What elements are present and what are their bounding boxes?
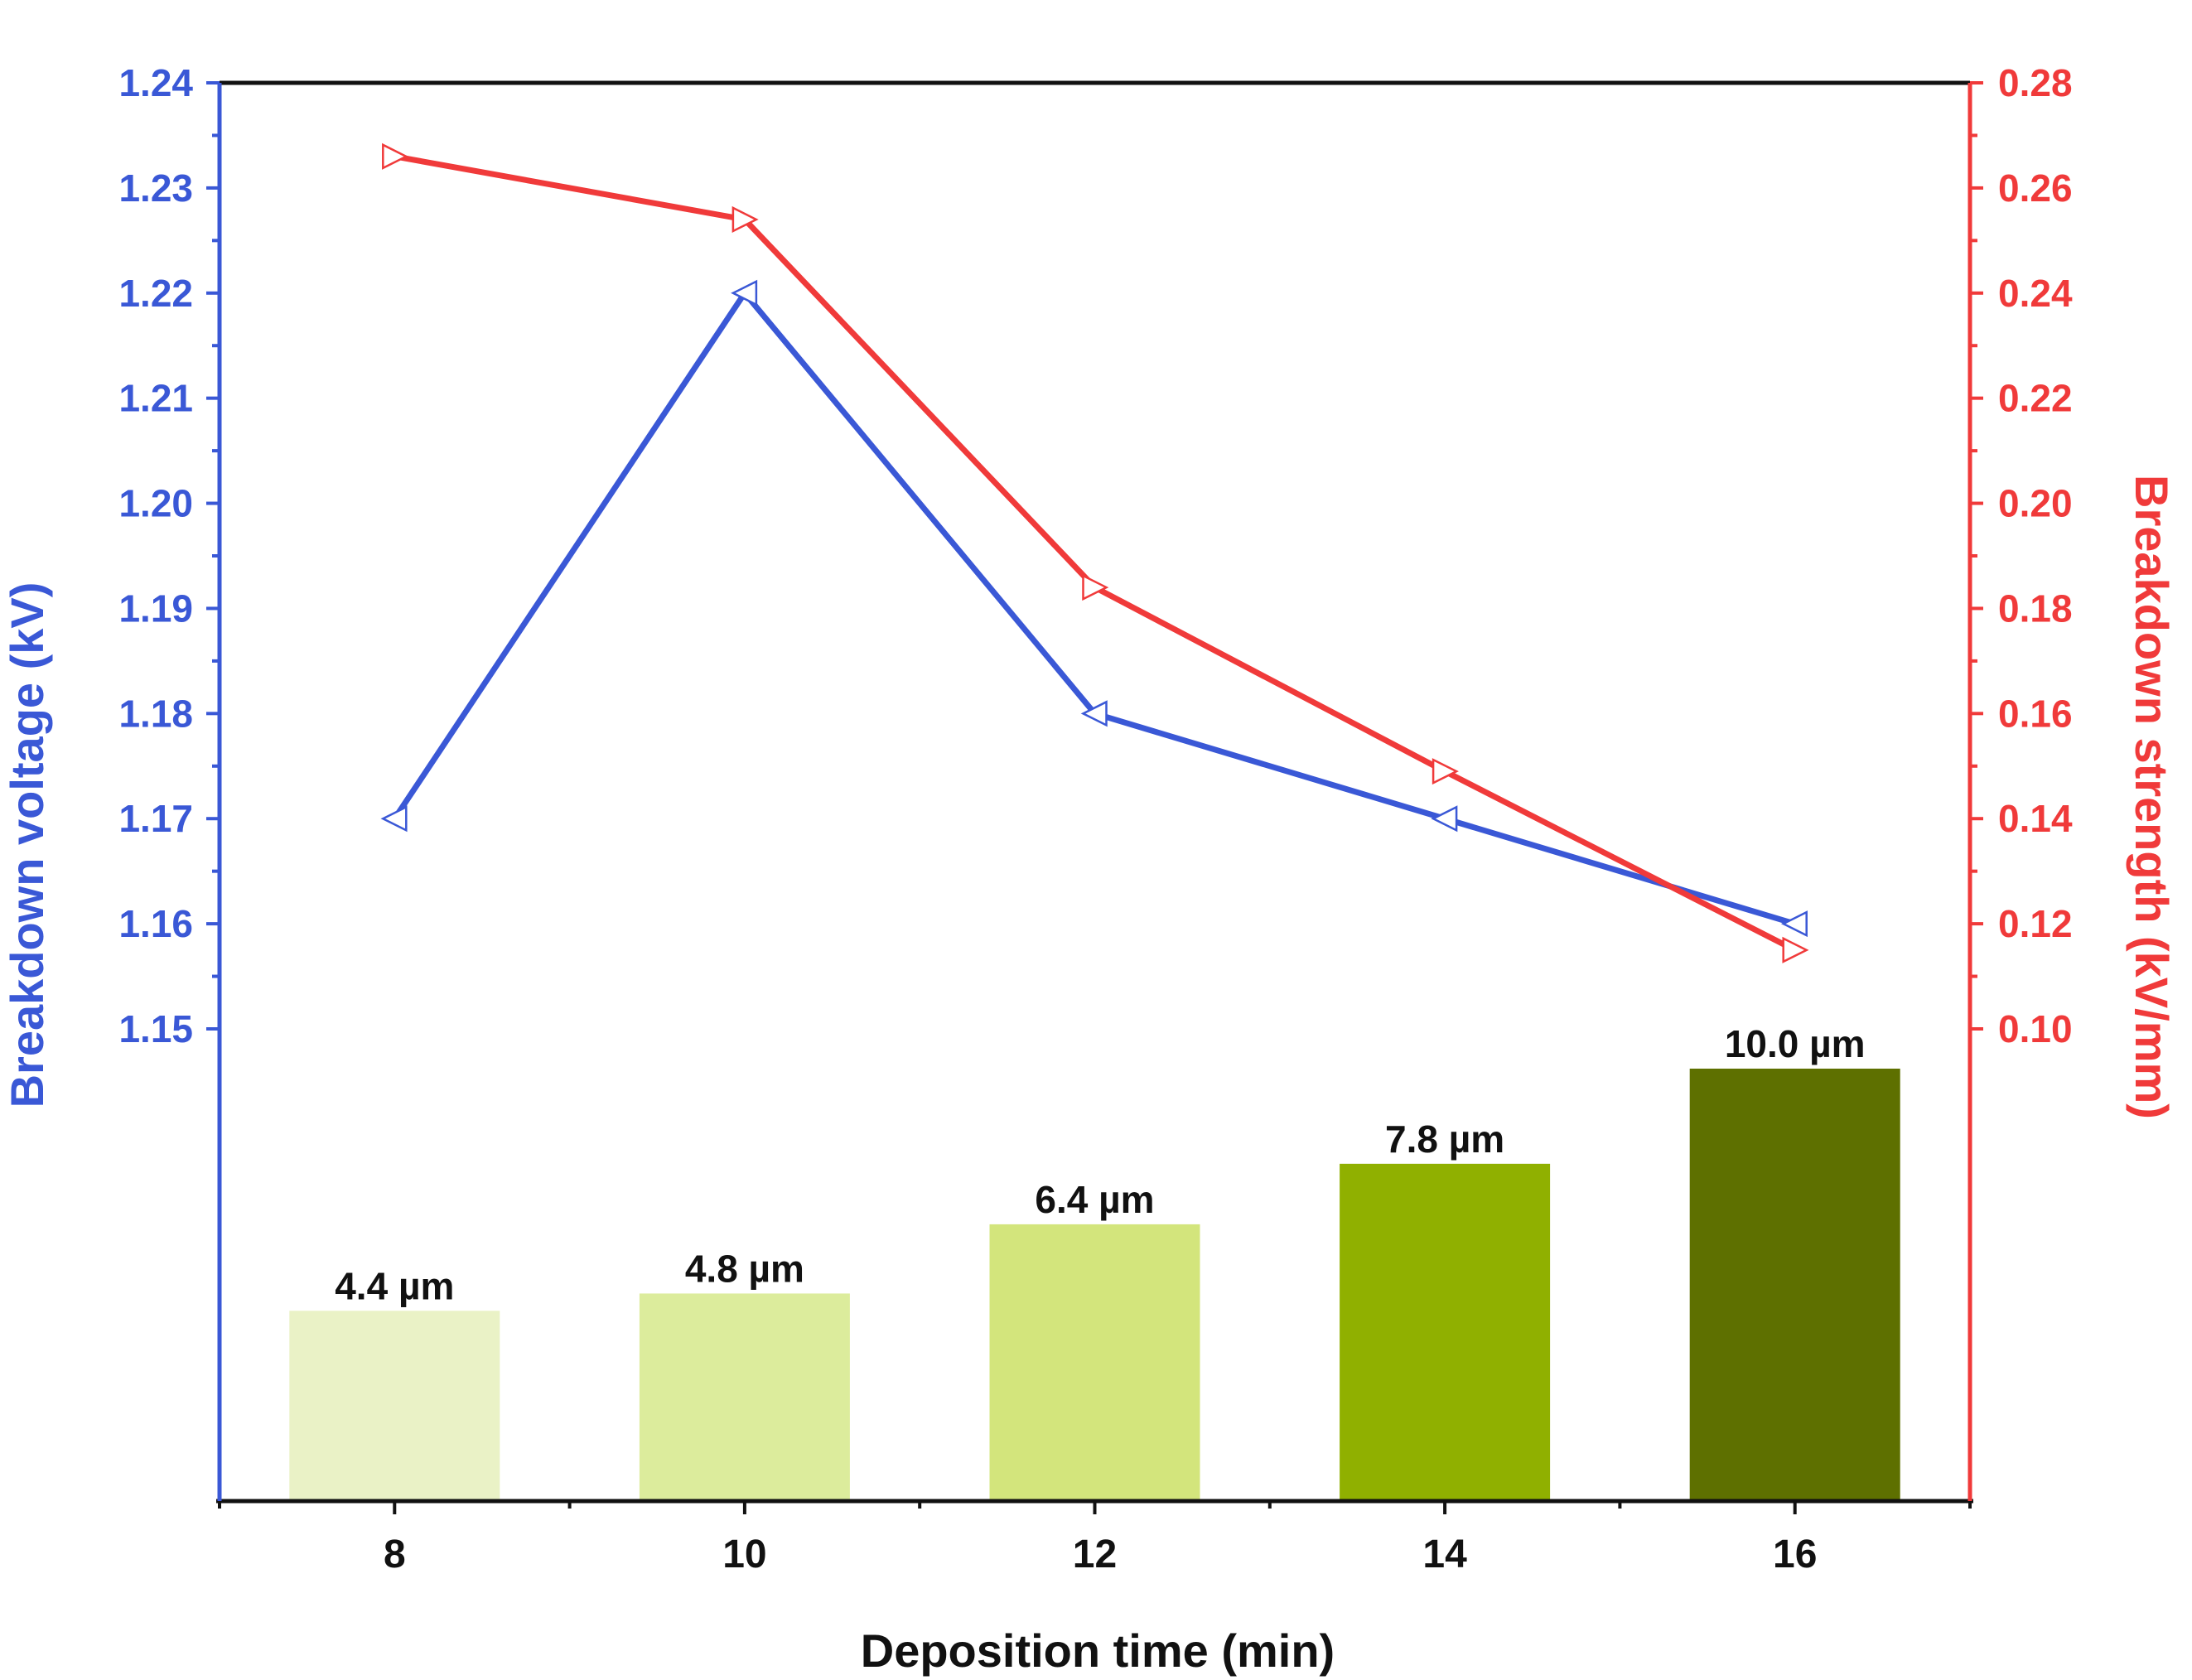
left-tick-label: 1.24 — [118, 61, 193, 104]
left-tick-label: 1.22 — [118, 272, 193, 315]
marker-breakdown-strength-14 — [1432, 758, 1459, 785]
right-tick-label: 0.18 — [1998, 587, 2073, 630]
x-tick-label: 16 — [1773, 1533, 1817, 1576]
marker-breakdown-voltage-14 — [1431, 805, 1458, 833]
marker-breakdown-voltage-8 — [380, 805, 408, 833]
right-tick-label: 0.28 — [1998, 61, 2073, 104]
left-tick-label: 1.20 — [118, 482, 193, 525]
lines-layer — [380, 142, 1809, 963]
right-tick-label: 0.22 — [1998, 377, 2073, 420]
left-tick-label: 1.15 — [118, 1007, 193, 1050]
marker-breakdown-voltage-16 — [1780, 910, 1808, 938]
marker-breakdown-voltage-12 — [1080, 700, 1108, 727]
left-tick-label: 1.16 — [118, 902, 193, 945]
ticks-layer: 1.15 1.16 1.17 1.18 1.19 1.20 1.21 1.22 1.23 1.24… — [118, 61, 2072, 1576]
x-tick-label: 14 — [1422, 1533, 1467, 1576]
left-tick-label: 1.19 — [118, 587, 193, 630]
bar-12 — [989, 1224, 1200, 1501]
left-tick-label: 1.21 — [118, 377, 193, 420]
bar-10 — [639, 1293, 850, 1501]
x-tick-label: 12 — [1073, 1533, 1117, 1576]
bar-labels-layer: 4.4 µm 4.8 µm 6.4 µm 7.8 µm 10.0 µm — [335, 1022, 1865, 1307]
right-tick-label: 0.10 — [1998, 1007, 2073, 1050]
x-axis-title: Deposition time (min) — [861, 1624, 1335, 1677]
bar-label-14: 7.8 µm — [1385, 1118, 1504, 1161]
x-tick-label: 10 — [722, 1533, 766, 1576]
bar-label-8: 4.4 µm — [335, 1264, 454, 1307]
left-axis-title: Breakdown voltage (kV) — [1, 582, 53, 1108]
bar-label-16: 10.0 µm — [1725, 1022, 1866, 1065]
right-axis-title: Breakdown strength (kV/mm) — [2126, 475, 2178, 1119]
bars-layer — [289, 1069, 1900, 1501]
left-tick-label: 1.18 — [118, 692, 193, 735]
right-tick-label: 0.20 — [1998, 482, 2073, 525]
right-tick-label: 0.24 — [1998, 272, 2073, 315]
marker-breakdown-voltage-10 — [731, 279, 758, 307]
bar-8 — [289, 1311, 500, 1501]
left-tick-label: 1.17 — [118, 797, 193, 840]
right-tick-label: 0.14 — [1998, 797, 2073, 840]
marker-breakdown-strength-10 — [731, 205, 759, 233]
left-tick-label: 1.23 — [118, 167, 193, 210]
bar-16 — [1689, 1069, 1900, 1501]
right-tick-label: 0.12 — [1998, 902, 2073, 945]
marker-breakdown-strength-12 — [1082, 574, 1109, 601]
marker-breakdown-strength-8 — [382, 142, 409, 170]
x-tick-label: 8 — [384, 1533, 406, 1576]
bar-14 — [1340, 1163, 1551, 1501]
right-tick-label: 0.16 — [1998, 692, 2073, 735]
right-tick-label: 0.26 — [1998, 167, 2073, 210]
marker-breakdown-strength-16 — [1782, 936, 1809, 963]
bar-label-12: 6.4 µm — [1035, 1178, 1154, 1221]
bar-label-10: 4.8 µm — [685, 1247, 804, 1290]
